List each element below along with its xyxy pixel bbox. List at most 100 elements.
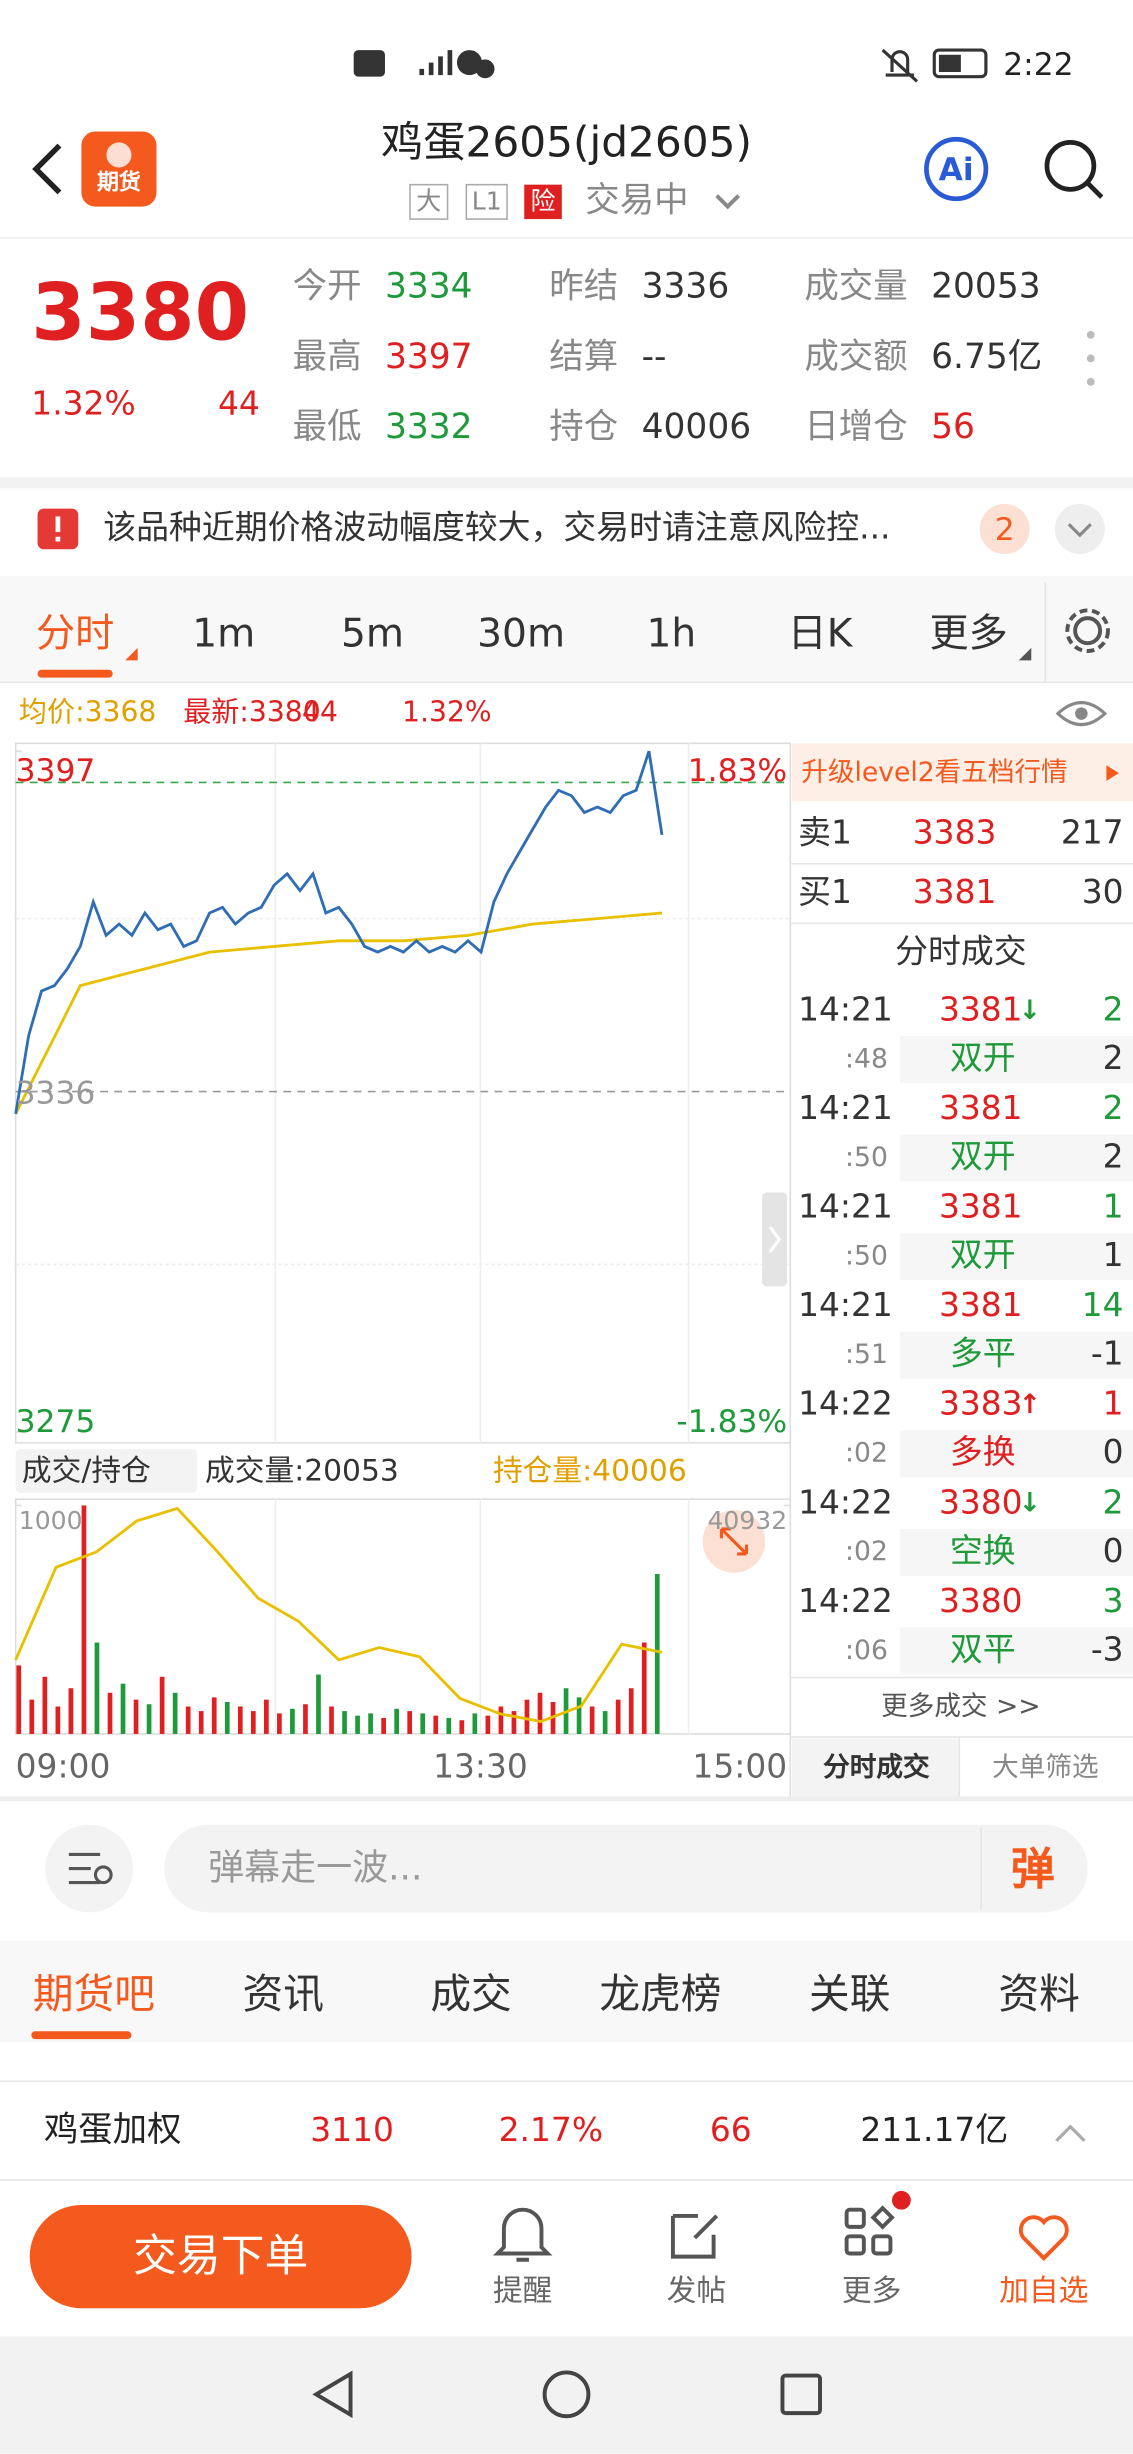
change-pct: 1.32% xyxy=(31,385,136,424)
field-value: 3332 xyxy=(384,408,473,448)
ai-button: Ai xyxy=(938,150,974,188)
trade-sec: :50 xyxy=(845,1142,888,1174)
trade-oi: 2 xyxy=(1102,1138,1124,1176)
trade-volume: 1 xyxy=(1102,1188,1124,1226)
volume-bar xyxy=(68,1688,74,1734)
trade-oi: 0 xyxy=(1102,1532,1124,1571)
trade-arrow: ↓ xyxy=(1018,1487,1042,1520)
volume-bar xyxy=(537,1692,543,1734)
trade-volume: 2 xyxy=(1102,1484,1124,1522)
trade-price: 3381 xyxy=(938,1089,1023,1128)
field-label: 昨结 xyxy=(549,267,619,307)
x-label: 15:00 xyxy=(692,1748,788,1787)
pct-label: -1.83% xyxy=(676,1402,788,1440)
volume-bar xyxy=(264,1699,269,1734)
trade-row-bg xyxy=(899,1430,1133,1478)
section-tab: 关联 xyxy=(809,1972,891,2020)
volume-bar xyxy=(185,1706,191,1734)
section-tab: 龙虎榜 xyxy=(599,1972,722,2020)
field-value: -- xyxy=(641,337,667,377)
y2-tick-label: 40932 xyxy=(707,1506,788,1536)
volume-bar xyxy=(602,1711,608,1734)
latest-price: 最新:3380 xyxy=(183,696,321,730)
book-volume: 217 xyxy=(1060,814,1124,852)
volume-bar xyxy=(107,1692,113,1734)
field-value: 56 xyxy=(931,408,975,448)
trade-time: 14:21 xyxy=(798,1089,893,1128)
volume-bar xyxy=(55,1706,61,1734)
volume-bar xyxy=(316,1674,321,1734)
more-trades: 更多成交 >> xyxy=(881,1691,1041,1723)
volume-bar xyxy=(407,1711,413,1734)
trade-time: 14:21 xyxy=(798,991,893,1029)
trade-type: 多换 xyxy=(949,1434,1016,1472)
trade-type: 双开 xyxy=(949,1138,1016,1176)
trade-time: 14:21 xyxy=(798,1286,893,1325)
index-pct: 2.17% xyxy=(498,2111,604,2150)
field-value: 3397 xyxy=(384,337,473,377)
book-volume: 30 xyxy=(1081,873,1124,912)
oi-line xyxy=(14,1506,663,1724)
danmu-input: 弹幕走一波... xyxy=(208,1848,423,1890)
trade-sec: :06 xyxy=(845,1635,888,1667)
index-change: 66 xyxy=(709,2111,752,2150)
volume-bar xyxy=(355,1715,360,1734)
volume-bar xyxy=(329,1706,334,1734)
trade-volume: 1 xyxy=(1102,1385,1124,1424)
x-label: 09:00 xyxy=(15,1748,111,1787)
period-tab: 日K xyxy=(787,610,853,656)
bottom-item: 发帖 xyxy=(666,2273,727,2308)
period-tab: 更多 xyxy=(929,610,1008,656)
volume-bar xyxy=(342,1711,347,1734)
trade-price: 3380 xyxy=(938,1484,1023,1522)
period-tab: 1m xyxy=(192,610,256,656)
trade-sec: :02 xyxy=(845,1437,888,1470)
section-tab: 成交 xyxy=(430,1972,512,2020)
pct-label: 1.83% xyxy=(687,751,788,789)
book-label: 卖1 xyxy=(798,814,852,852)
trade-oi: 0 xyxy=(1102,1434,1124,1472)
volume-bar xyxy=(198,1711,204,1734)
volume-bar xyxy=(133,1699,139,1734)
trade-price: 3381 xyxy=(938,1188,1023,1226)
volume-bar xyxy=(576,1697,582,1734)
book-title: 分时成交 xyxy=(895,933,1027,971)
latest-change: 44 xyxy=(302,696,338,730)
volume-bar xyxy=(29,1699,35,1734)
volume-bar xyxy=(81,1505,87,1734)
volume-bar xyxy=(237,1706,243,1734)
order-button: 交易下单 xyxy=(133,2230,309,2282)
field-value: 6.75亿 xyxy=(931,337,1043,377)
trade-volume: 2 xyxy=(1102,991,1124,1029)
volume-label: 成交量:20053 xyxy=(205,1453,399,1488)
trade-type: 双开 xyxy=(949,1236,1016,1275)
section-tab: 期货吧 xyxy=(32,1972,155,2020)
book-tab: 分时成交 xyxy=(823,1752,930,1784)
trade-row-bg xyxy=(899,1331,1133,1379)
volume-bar xyxy=(368,1713,373,1734)
tag: 险 xyxy=(530,186,556,217)
section-tab: 资讯 xyxy=(242,1972,324,2020)
trade-row-bg xyxy=(899,1035,1133,1083)
volume-bar xyxy=(394,1708,400,1734)
volume-bar xyxy=(42,1676,48,1734)
y-tick-label: 3397 xyxy=(15,751,96,789)
trade-row-bg xyxy=(899,1528,1133,1576)
trade-price: 3383 xyxy=(938,1385,1023,1424)
field-value: 3334 xyxy=(384,267,473,307)
trade-volume: 14 xyxy=(1081,1286,1124,1325)
field-value: 40006 xyxy=(641,408,752,448)
logo: 期货 xyxy=(97,169,141,195)
change: 44 xyxy=(217,385,260,424)
y-tick-label: 1000 xyxy=(18,1506,83,1536)
volume-bar xyxy=(146,1704,152,1734)
volume-bar xyxy=(290,1708,295,1734)
volume-bar xyxy=(628,1688,634,1734)
field-label: 日增仓 xyxy=(804,408,908,448)
latest-pct: 1.32% xyxy=(402,696,492,730)
trade-type: 双开 xyxy=(949,1039,1016,1078)
volume-bar xyxy=(159,1676,165,1734)
oi-label: 持仓量:40006 xyxy=(492,1453,687,1488)
trade-oi: 2 xyxy=(1102,1039,1124,1078)
average-line xyxy=(14,911,663,1115)
